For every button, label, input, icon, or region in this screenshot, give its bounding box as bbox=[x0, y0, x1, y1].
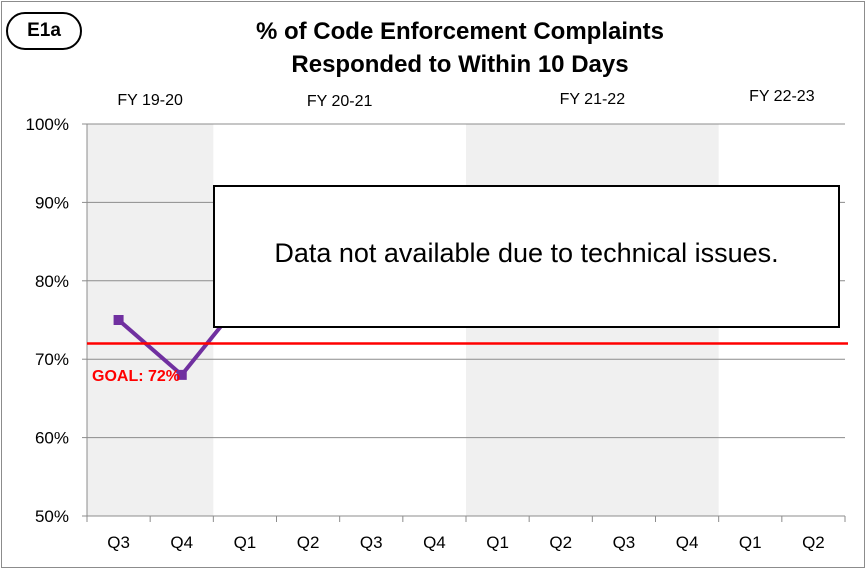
chart-title-line-1: % of Code Enforcement Complaints bbox=[255, 18, 665, 45]
x-tick-label: Q1 bbox=[234, 533, 257, 552]
fy-label: FY 20-21 bbox=[307, 93, 373, 110]
x-tick-label: Q2 bbox=[802, 533, 825, 552]
data-unavailable-notice: Data not available due to technical issu… bbox=[213, 185, 840, 328]
goal-label: GOAL: 72% bbox=[92, 368, 181, 385]
data-point bbox=[176, 369, 187, 380]
fy-label: FY 21-22 bbox=[560, 91, 626, 108]
chart-title-line-2: Responded to Within 10 Days bbox=[291, 51, 629, 78]
fy-label: FY 22-23 bbox=[749, 88, 815, 105]
y-tick-label: 80% bbox=[35, 272, 69, 291]
x-tick-label: Q4 bbox=[423, 533, 446, 552]
x-tick-label: Q2 bbox=[549, 533, 572, 552]
data-point bbox=[113, 315, 124, 325]
y-tick-label: 70% bbox=[35, 350, 69, 369]
x-tick-label: Q1 bbox=[486, 533, 509, 552]
x-tick-label: Q4 bbox=[676, 533, 699, 552]
x-tick-label: Q3 bbox=[613, 533, 636, 552]
chart-id-badge: E1a bbox=[6, 12, 82, 50]
x-tick-label: Q4 bbox=[170, 533, 193, 552]
y-tick-label: 60% bbox=[35, 429, 69, 448]
x-tick-label: Q3 bbox=[360, 533, 383, 552]
y-tick-label: 90% bbox=[35, 193, 69, 212]
x-tick-label: Q2 bbox=[297, 533, 320, 552]
x-tick-label: Q3 bbox=[107, 533, 130, 552]
fy-label: FY 19-20 bbox=[117, 92, 183, 109]
x-tick-label: Q1 bbox=[739, 533, 762, 552]
fy-band-0 bbox=[87, 124, 214, 516]
y-tick-label: 100% bbox=[26, 115, 69, 134]
y-tick-label: 50% bbox=[35, 507, 69, 526]
